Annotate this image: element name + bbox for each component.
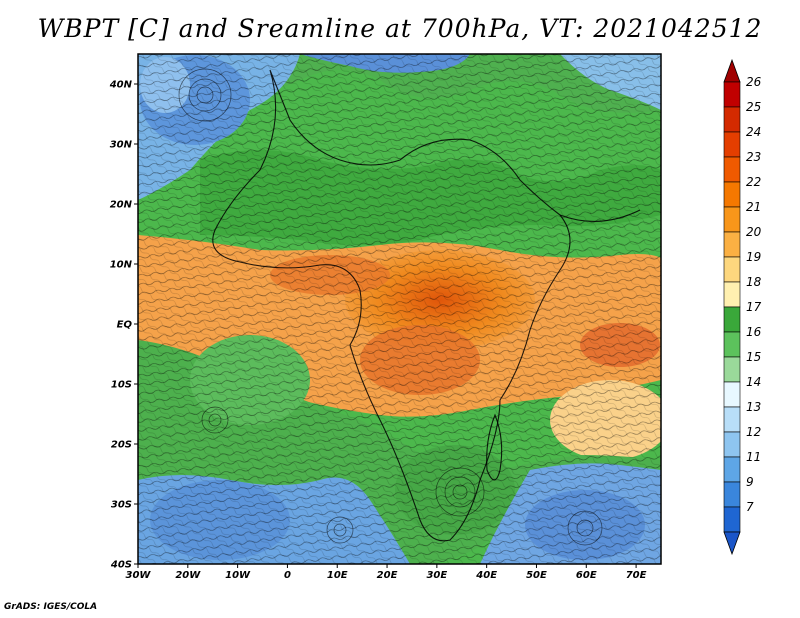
colorbar-level-label: 26 <box>746 75 762 89</box>
colorbar-swatch <box>723 181 741 208</box>
colorbar-swatch <box>723 256 741 283</box>
colorbar-level-label: 17 <box>746 300 762 314</box>
colorbar-level-label: 25 <box>746 100 761 114</box>
lat-tick-label: 20N <box>110 200 133 211</box>
chart-title: WBPT [C] and Sreamline at 700hPa, VT: 20… <box>37 14 763 43</box>
colorbar-swatch <box>723 231 741 258</box>
colorbar-swatch <box>723 81 741 108</box>
colorbar-swatch <box>723 456 741 483</box>
lon-tick-label: 50E <box>526 570 547 581</box>
colorbar-min-arrow <box>723 531 741 556</box>
lat-tick-label: 20S <box>111 440 132 451</box>
colorbar: 26 25 24 23 22 21 20 19 18 17 16 15 14 13 12 11 9 7 <box>723 58 762 556</box>
lon-tick-label: 20E <box>377 570 398 581</box>
colorbar-level-label: 15 <box>746 350 761 364</box>
map-frame-border <box>137 53 662 565</box>
lat-tick-label: EQ <box>117 320 133 331</box>
colorbar-swatch <box>723 281 741 308</box>
colorbar-level-label: 18 <box>746 275 762 289</box>
colorbar-swatch <box>723 131 741 158</box>
colorbar-swatch <box>723 306 741 333</box>
lon-tick-label: 30W <box>126 570 152 581</box>
lon-tick-label: 10W <box>225 570 251 581</box>
colorbar-level-label: 19 <box>746 250 761 264</box>
colorbar-level-label: 21 <box>746 200 761 214</box>
lon-tick-label: 40E <box>475 570 497 581</box>
lat-tick-label: 40S <box>110 560 132 571</box>
colorbar-swatch <box>723 106 741 133</box>
lon-tick-label: 60E <box>576 570 597 581</box>
lat-tick-label: 30S <box>111 500 132 511</box>
colorbar-level-label: 12 <box>746 425 761 439</box>
credit-text: GrADS: IGES/COLA <box>4 602 98 612</box>
colorbar-level-label: 11 <box>746 450 761 464</box>
lon-tick-label: 10E <box>327 570 348 581</box>
colorbar-swatch <box>723 481 741 508</box>
colorbar-level-label: 22 <box>746 175 761 189</box>
colorbar-level-label: 13 <box>746 400 761 414</box>
colorbar-swatch <box>723 156 741 183</box>
lon-tick-label: 0 <box>284 570 291 581</box>
lat-tick-label: 10N <box>110 260 133 271</box>
wbpt-shading <box>138 54 661 564</box>
colorbar-level-label: 7 <box>746 500 754 514</box>
colorbar-swatch <box>723 206 741 233</box>
colorbar-swatch <box>723 406 741 433</box>
colorbar-level-label: 16 <box>746 325 762 339</box>
colorbar-level-label: 24 <box>746 125 761 139</box>
colorbar-swatch <box>723 506 741 533</box>
colorbar-level-label: 20 <box>746 225 762 239</box>
colorbar-swatch <box>723 331 741 358</box>
lon-tick-label: 30E <box>426 570 447 581</box>
latitude-axis: 40N 30N 20N 10N EQ 10S 20S 30S 40S <box>109 80 138 571</box>
lat-tick-label: 30N <box>110 140 133 151</box>
longitude-axis: 30W 20W 10W 0 10E 20E 30E 40E 50E 60E 70E <box>126 564 647 581</box>
lon-tick-label: 20W <box>175 570 201 581</box>
lat-tick-label: 40N <box>109 80 133 91</box>
lat-tick-label: 10S <box>111 380 132 391</box>
lon-tick-label: 70E <box>626 570 647 581</box>
colorbar-level-label: 9 <box>746 475 754 489</box>
colorbar-level-label: 23 <box>746 150 761 164</box>
colorbar-level-label: 14 <box>746 375 761 389</box>
colorbar-swatch <box>723 356 741 383</box>
colorbar-swatch <box>723 431 741 458</box>
colorbar-swatch <box>723 381 741 408</box>
colorbar-max-arrow <box>723 58 741 83</box>
